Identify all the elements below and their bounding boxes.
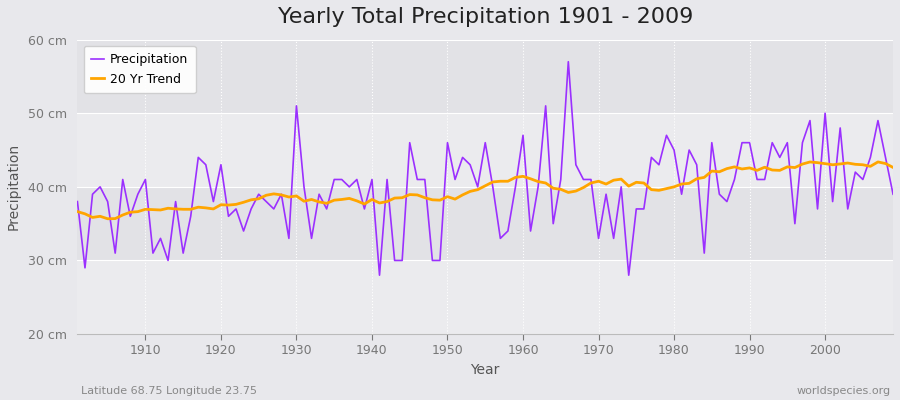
20 Yr Trend xyxy=(616,177,626,182)
20 Yr Trend xyxy=(526,176,536,181)
Precipitation xyxy=(132,192,143,197)
20 Yr Trend xyxy=(306,197,317,202)
Precipitation xyxy=(344,184,355,189)
Bar xyxy=(77,187,893,260)
Line: 20 Yr Trend: 20 Yr Trend xyxy=(77,162,893,219)
Legend: Precipitation, 20 Yr Trend: Precipitation, 20 Yr Trend xyxy=(84,46,195,93)
20 Yr Trend xyxy=(518,174,528,179)
Precipitation xyxy=(518,133,528,138)
Bar xyxy=(77,40,893,113)
Line: Precipitation: Precipitation xyxy=(77,62,893,275)
Title: Yearly Total Precipitation 1901 - 2009: Yearly Total Precipitation 1901 - 2009 xyxy=(277,7,693,27)
20 Yr Trend xyxy=(352,198,363,203)
Precipitation xyxy=(887,192,898,197)
Precipitation xyxy=(72,199,83,204)
Text: Latitude 68.75 Longitude 23.75: Latitude 68.75 Longitude 23.75 xyxy=(81,386,257,396)
Precipitation xyxy=(526,229,536,234)
20 Yr Trend xyxy=(887,165,898,170)
Bar xyxy=(77,113,893,187)
Precipitation xyxy=(624,273,634,278)
Precipitation xyxy=(299,184,310,189)
Precipitation xyxy=(562,59,573,64)
Text: worldspecies.org: worldspecies.org xyxy=(796,386,891,396)
X-axis label: Year: Year xyxy=(471,363,500,377)
20 Yr Trend xyxy=(140,207,151,212)
20 Yr Trend xyxy=(72,209,83,214)
20 Yr Trend xyxy=(873,160,884,164)
Precipitation xyxy=(374,273,385,278)
Y-axis label: Precipitation: Precipitation xyxy=(7,143,21,230)
20 Yr Trend xyxy=(103,216,113,221)
Bar xyxy=(77,260,893,334)
